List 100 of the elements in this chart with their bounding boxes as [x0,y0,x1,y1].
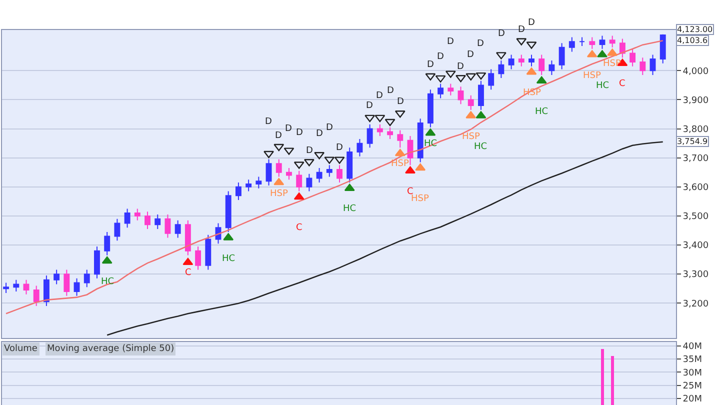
candlestick [154,214,161,230]
candlestick [589,36,596,50]
text: D [528,18,535,28]
y-tick-label: 3,800 [682,124,709,135]
candlestick [458,86,464,105]
text: D [518,25,525,35]
candlestick [528,54,534,67]
y-tick-label: 3,900 [682,96,709,106]
text: HC [596,81,610,91]
point [294,192,304,200]
text: D [336,143,343,153]
candlestick [124,208,130,228]
candlestick [518,54,524,67]
y-tick-label: 25M [682,381,702,392]
y-tick-label: 3,300 [682,270,709,280]
text: HC [222,254,236,264]
text: HC [343,204,356,214]
candlestick [64,269,70,296]
text: D [437,52,444,62]
candlestick [548,60,555,76]
text: HC [101,277,114,287]
y-tick-label: 3,700 [682,154,709,164]
candlestick [246,179,252,192]
text: C [407,187,414,197]
y-tick-label: 3,600 [682,183,709,194]
point [374,114,386,122]
candlestick [438,83,444,99]
series-label: C [185,268,192,278]
candlestick [205,234,212,270]
y-tick-label: 20M [682,394,702,405]
candlestick [427,89,434,128]
point [102,256,112,264]
candlestick [609,35,616,48]
y-tick-label: 3,400 [682,241,709,252]
candlestick [276,158,282,178]
data-label: 3,754.9 [677,137,708,146]
point [476,72,486,80]
candlestick [184,220,191,256]
point [425,73,436,81]
text: C [296,223,302,233]
candlestick [599,35,606,50]
candlestick [256,176,262,189]
candlestick [174,220,181,238]
text: HSP [583,71,601,81]
candlestick [114,218,120,242]
candlestick [94,246,100,279]
candlestick [407,136,414,166]
text: HC [474,142,488,152]
y-tick-label: 3,200 [682,299,709,310]
candlestick [376,124,383,137]
candlestick [54,269,60,285]
candlestick [387,126,394,140]
candlestick [195,246,202,270]
text: D [397,97,404,107]
point [466,73,476,81]
y-tick-label: 35M [682,355,702,366]
candlestick [235,182,242,200]
text: D [296,128,303,138]
text: D [306,146,313,156]
candlestick [3,282,10,294]
candlestick [356,138,363,157]
candlestick [448,83,454,96]
candlestick [366,124,373,148]
candlestick [397,130,404,148]
candlestick [43,275,50,307]
candlestick [498,60,504,78]
text: 4,123.00 [677,25,713,34]
text: D [387,86,394,96]
candlestick [144,211,150,230]
y-tick-label: 3,500 [682,212,709,222]
candlestick [619,38,626,58]
point [415,163,426,171]
data-label: 4,103.6 [677,36,708,45]
candlestick [650,54,656,76]
candlestick [306,173,312,192]
text: HSP [462,132,480,142]
candlestick [33,285,40,307]
annotation: Volume [4,344,38,354]
candlestick [579,36,585,46]
candlestick [296,170,302,192]
candlestick [326,164,332,178]
candlestick [225,190,232,232]
candlestick [23,279,30,295]
y-tick-label: 40M [682,342,702,352]
candlestick [630,48,636,67]
point [405,166,416,174]
text: D [366,101,373,111]
candlestick [568,36,575,52]
candlestick [538,54,545,76]
y-tick-label: 30M [682,368,702,378]
text: D [285,124,292,134]
text: D [447,37,454,47]
candlestick [13,279,20,292]
candlestick [488,68,494,90]
point [384,118,396,126]
candlestick [478,80,484,110]
candlestick [286,168,292,180]
annotation: Moving average (Simple 50) [47,344,174,354]
text: C [619,79,626,89]
point [364,114,376,122]
